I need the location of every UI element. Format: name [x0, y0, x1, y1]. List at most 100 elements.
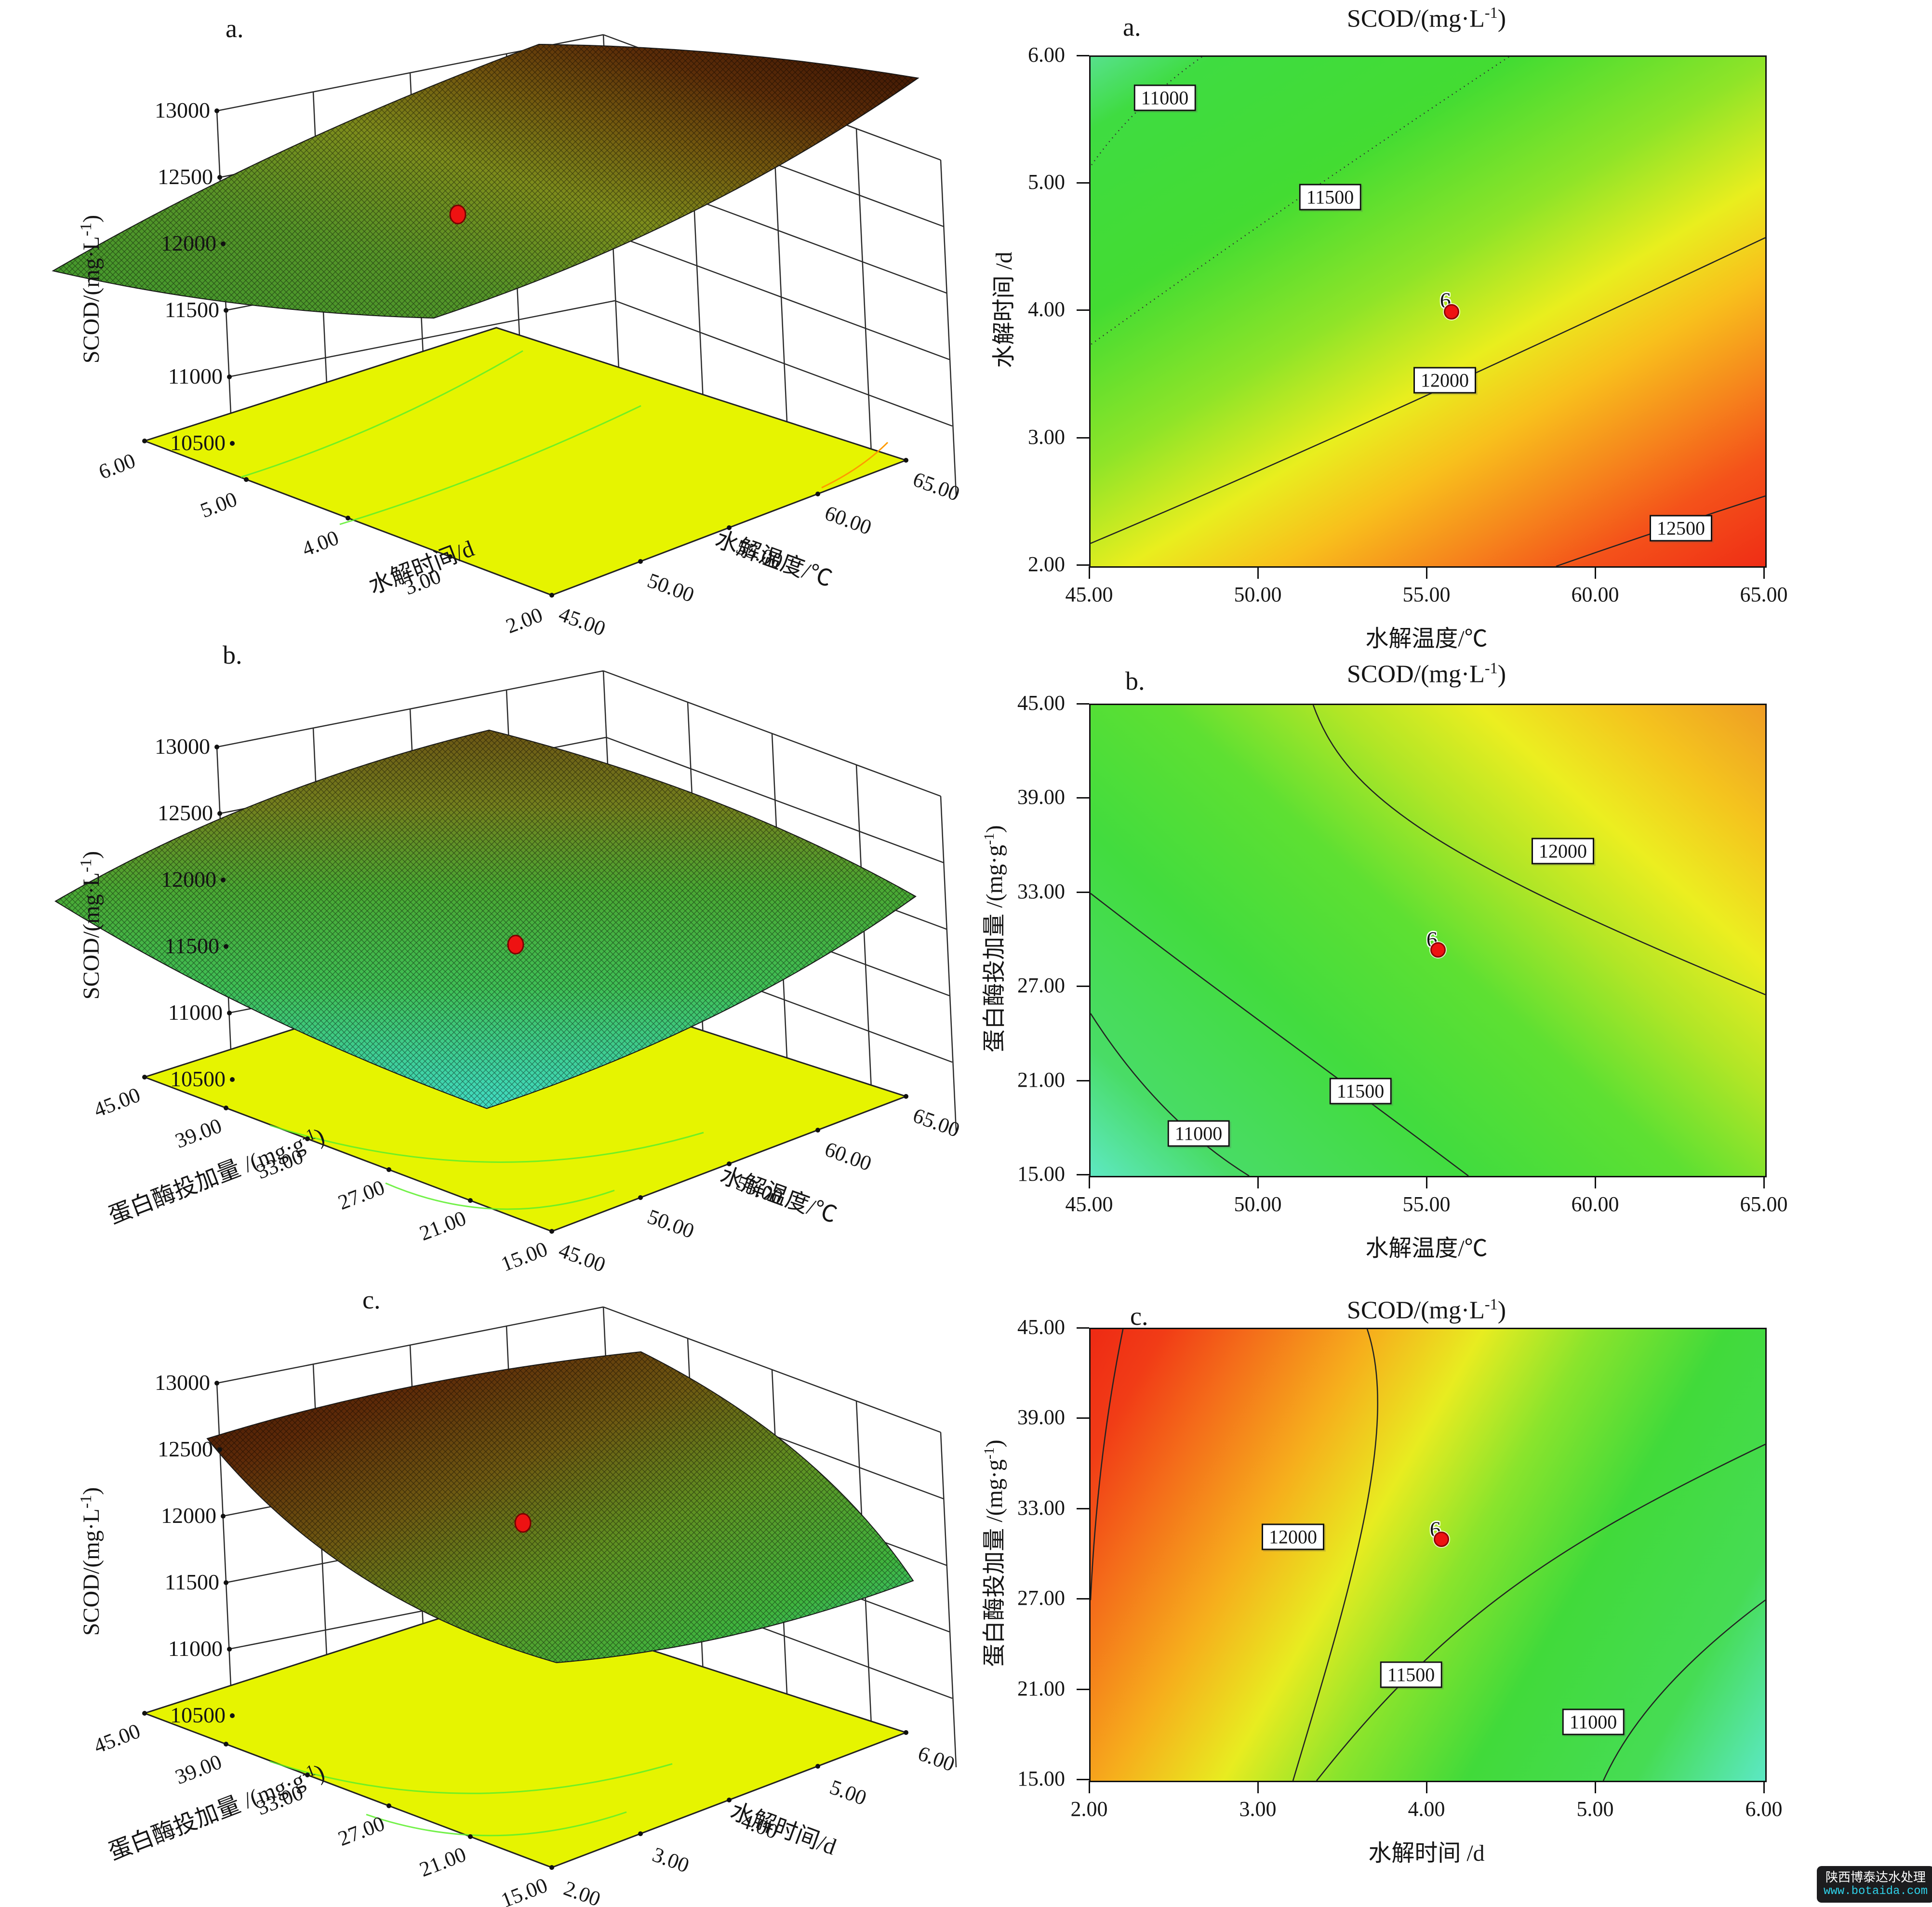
y-tick-label: 45.00 [91, 1719, 144, 1758]
x-tick-label: 60.00 [1571, 583, 1619, 606]
y-tick-label: 39.00 [172, 1750, 225, 1789]
y-tick-label: 15.00 [1017, 1767, 1065, 1790]
x-axis-title: 水解温度/℃ [717, 1162, 840, 1228]
y-tick-label: 15.00 [498, 1237, 551, 1272]
x-tick-label: 50.00 [644, 1204, 697, 1243]
z-axis-tick-dots [214, 745, 235, 1082]
x-tick-label: 2.00 [560, 1876, 603, 1907]
axis-tick [1089, 566, 1090, 579]
axis-tick [1077, 309, 1089, 311]
floor-contour-arc-orange [821, 441, 889, 489]
floor-contour-arc [240, 350, 523, 478]
y-tick-label: 33.00 [1017, 1496, 1065, 1520]
x-axis-title: 水解温度/℃ [1365, 1236, 1488, 1261]
z-tick-label: 12500 [158, 1437, 213, 1461]
y-tick-label: 39.00 [1017, 785, 1065, 809]
z-axis-title: SCOD/(mg·L-1) [77, 851, 104, 1000]
x-tick-label: 55.00 [1402, 1192, 1451, 1216]
response-surface-mesh [207, 1352, 913, 1663]
z-tick-label: 11000 [168, 1000, 223, 1025]
y-tick-label: 27.00 [1017, 974, 1065, 997]
y-tick-label: 27.00 [335, 1175, 388, 1214]
floor-tick-dots [142, 1711, 908, 1870]
axis-tick [1077, 1174, 1089, 1175]
design-point-dot [1434, 1531, 1449, 1547]
panel-letter-a2d: a. [1123, 13, 1141, 41]
axis-tick [1077, 1779, 1089, 1780]
panel-letter-b2d: b. [1125, 667, 1145, 695]
x-tick-label: 6.00 [915, 1741, 958, 1776]
z-tick-label: 13000 [155, 734, 210, 759]
x-tick-label: 60.00 [822, 1137, 875, 1175]
contour-label: 12000 [1262, 1523, 1324, 1550]
axis-tick [1077, 437, 1089, 439]
axis-tick [1426, 1781, 1427, 1793]
response-surface-mesh [55, 730, 916, 1108]
x-tick-label: 45.00 [1065, 583, 1113, 606]
axis-tick [1077, 564, 1089, 566]
watermark-badge: 陕西博泰达水处理 www.botaida.com [1817, 1866, 1932, 1903]
x-tick-label: 5.00 [1576, 1797, 1614, 1821]
axis-tick [1077, 182, 1089, 184]
floor-contour-arc [339, 405, 641, 525]
z-tick-label: 10500 [170, 1703, 226, 1727]
panel-letter-b3d: b. [223, 640, 242, 669]
axis-tick [1077, 1598, 1089, 1600]
contour-b-title: SCOD/(mg·L-1) [1346, 659, 1506, 688]
y-tick-label: 45.00 [1017, 691, 1065, 715]
contour-label: 11000 [1562, 1708, 1625, 1735]
axis-tick [1763, 566, 1765, 579]
z-tick-label: 11500 [165, 297, 219, 322]
y-axis-title: 蛋白酶投加量 /(mg·g-1) [981, 1440, 1007, 1667]
y-tick-label: 39.00 [1017, 1405, 1065, 1429]
y-axis-title: 水解时间 /d [991, 252, 1017, 368]
axis-tick [1763, 1176, 1765, 1188]
y-tick-label: 27.00 [335, 1812, 388, 1851]
axis-tick [1077, 1508, 1089, 1509]
floor-contour-arc [269, 1760, 673, 1794]
z-tick-label: 12000 [161, 1503, 216, 1528]
contour-lines-b [1091, 705, 1765, 1176]
axis-tick [1077, 1689, 1089, 1690]
z-tick-label: 13000 [155, 1370, 210, 1395]
axis-tick [1763, 1781, 1765, 1793]
axis-tick [1426, 566, 1427, 579]
axis-tick [1077, 797, 1089, 799]
axis-tick [1257, 1781, 1259, 1793]
y-tick-label: 4.00 [1028, 297, 1065, 321]
surface-plot-a: 13000 12500 12000 11500 11000 10500 SCOD… [52, 34, 963, 636]
floor-tick-dots [142, 439, 908, 598]
z-axis-title: SCOD/(mg·L-1) [77, 1487, 104, 1636]
y-tick-label: 45.00 [91, 1083, 144, 1122]
z-tick-label: 10500 [170, 1067, 226, 1091]
contour-label: 11000 [1133, 84, 1196, 111]
z-tick-label: 11500 [165, 933, 219, 958]
axis-tick [1077, 1327, 1089, 1329]
y-tick-label: 21.00 [416, 1842, 469, 1881]
z-axis-title: SCOD/(mg·L-1) [77, 215, 104, 363]
x-tick-label: 50.00 [1234, 583, 1282, 606]
surface-plot-b: 13000 12500 12000 11500 11000 10500 SCOD… [54, 670, 963, 1272]
watermark-text: 陕西博泰达水处理 [1825, 1870, 1926, 1884]
design-point-dot [514, 1513, 532, 1533]
y-tick-label: 39.00 [172, 1114, 225, 1153]
contour-label: 12000 [1532, 838, 1594, 865]
axis-tick [1089, 1176, 1090, 1188]
z-tick-label: 10500 [170, 430, 226, 455]
y-tick-label: 21.00 [1017, 1068, 1065, 1092]
z-tick-label: 11500 [165, 1570, 219, 1594]
contour-lines-c [1091, 1329, 1765, 1781]
z-axis-tick-dots [214, 1381, 235, 1718]
contour-a-title: SCOD/(mg·L-1) [1346, 4, 1506, 33]
y-tick-label: 6.00 [95, 449, 138, 484]
y-tick-label: 3.00 [1028, 425, 1065, 449]
axis-tick [1257, 566, 1259, 579]
x-axis-title: 水解温度/℃ [712, 526, 835, 592]
z-tick-label: 12500 [158, 800, 213, 825]
axis-tick [1077, 1080, 1089, 1081]
contour-plot-a: 11000 11500 12000 12500 6 [1089, 55, 1767, 568]
axis-tick [1077, 986, 1089, 987]
x-tick-label: 45.00 [556, 602, 609, 636]
contour-label: 12000 [1413, 367, 1476, 394]
y-tick-label: 21.00 [416, 1206, 469, 1245]
